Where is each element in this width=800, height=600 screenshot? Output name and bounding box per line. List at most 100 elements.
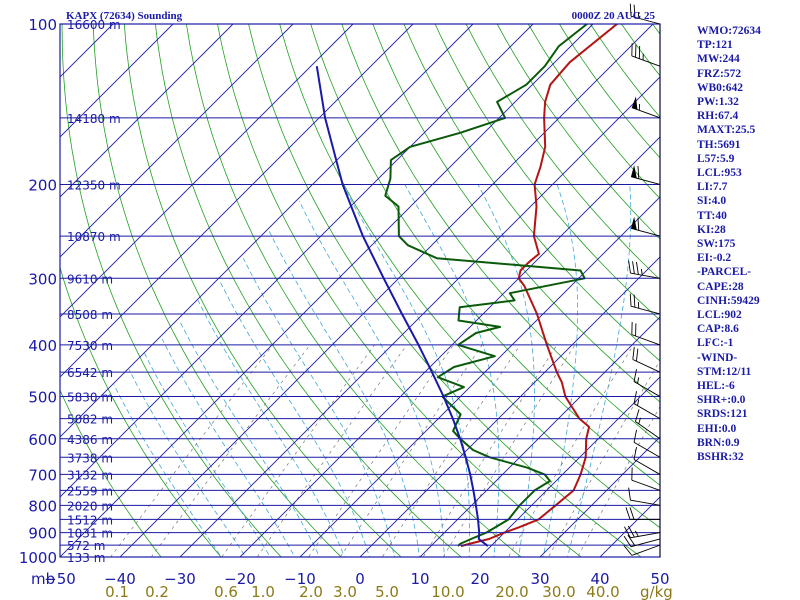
pressure-tick-label: 1000 (19, 549, 57, 567)
wind-barb-staff (632, 359, 661, 373)
wind-barb-staff (630, 272, 661, 279)
wind-barb-full (625, 507, 631, 520)
mixing-ratio-line (150, 344, 311, 557)
isotherm (60, 24, 234, 198)
mixing-ratio-line (339, 344, 483, 557)
temperature-tick-label: −50 (44, 570, 76, 588)
temperature-trace (460, 24, 618, 548)
temperature-tick-label: 10 (410, 570, 429, 588)
moist-adiabat (197, 300, 345, 557)
pressure-tick-label: 600 (28, 431, 57, 449)
mixing-ratio-line (442, 344, 576, 557)
height-label: 133 m (67, 551, 105, 565)
mixing-ratio-label: 5.0 (375, 583, 399, 600)
mixing-ratio-label: 0.1 (105, 583, 129, 600)
index-row: CAPE:28 (697, 280, 744, 293)
height-label: 9610 m (67, 272, 113, 286)
isotherm (179, 76, 660, 557)
mixing-ratio-label: 0.2 (145, 583, 169, 600)
dry-adiabat (496, 24, 660, 240)
wind-barb-full (629, 3, 632, 17)
isotherm (359, 256, 660, 557)
index-row: LCL:953 (697, 167, 742, 180)
wind-barb (631, 43, 661, 67)
pressure-unit-label: mb (31, 570, 55, 588)
height-label: 12350 m (67, 178, 121, 192)
index-row: BRN:0.9 (697, 436, 740, 449)
wind-barb-staff (633, 459, 661, 475)
wind-barb-full (627, 525, 635, 538)
temperature-tick-label: 30 (530, 570, 549, 588)
plot-area (60, 24, 660, 557)
pressure-tick-label: 500 (28, 389, 57, 407)
pressure-tick-label: 300 (28, 270, 57, 288)
dry-adiabat (279, 24, 660, 529)
index-row: LCL:902 (697, 309, 742, 322)
mixing-ratio-label: 10.0 (431, 583, 464, 600)
wind-barb-full (627, 534, 636, 546)
moist-adiabat (219, 281, 370, 557)
wind-barb-flag (631, 216, 637, 230)
isotherm (60, 24, 174, 138)
mixing-ratio-line (422, 344, 558, 557)
temperature-tick-label: −10 (284, 570, 316, 588)
dry-adiabat (403, 24, 660, 362)
height-label: 572 m (67, 539, 105, 553)
wind-barb-full (628, 260, 631, 274)
index-row: CINH:59429 (697, 294, 760, 307)
wind-barb-half (638, 417, 641, 424)
wind-barb (632, 346, 661, 373)
wind-barb (631, 467, 661, 491)
dry-adiabat (186, 24, 522, 557)
plot-frame (59, 23, 661, 558)
isotherm (60, 24, 534, 498)
height-label: 16600 m (67, 18, 121, 32)
pressure-tick-label: 400 (28, 337, 57, 355)
index-row: SW:175 (697, 238, 736, 251)
isotherm (60, 24, 594, 557)
mixing-ratio-label: 20.0 (495, 583, 528, 600)
index-row: STM:12/11 (697, 365, 752, 378)
dry-adiabat (310, 24, 660, 486)
index-row: BSHR:32 (697, 451, 744, 464)
wind-barb (628, 260, 661, 279)
height-label: 8508 m (67, 308, 113, 322)
wind-barb-staff (631, 544, 661, 556)
wind-barb-staff (631, 479, 661, 491)
wind-barb-staff (633, 441, 661, 458)
index-row: -WIND- (697, 351, 738, 364)
indices-panel: WMO:72634 TP:121 MW:244 FRZ:572 WB0:642 PW:1.… (697, 24, 761, 464)
index-row: CAP:8.6 (697, 323, 739, 336)
dry-adiabat (61, 24, 282, 557)
wind-barb-staff (631, 55, 661, 67)
wind-barb-half (640, 268, 643, 276)
dry-adiabat (155, 24, 462, 557)
dry-adiabat (341, 24, 660, 444)
index-row: RH:67.4 (697, 110, 739, 123)
isotherm (479, 376, 660, 557)
index-row: EI:-0.2 (697, 252, 732, 265)
index-row: PW:1.32 (697, 96, 739, 109)
isotherm (60, 24, 414, 378)
dry-adiabat (217, 24, 582, 557)
wind-barb (625, 507, 660, 520)
mixing-ratio-line (381, 344, 521, 557)
temperature-tick-label: −40 (104, 570, 136, 588)
wind-barb-flag (631, 96, 638, 110)
temperature-tick-label: 20 (470, 570, 489, 588)
wind-barb-full (633, 429, 637, 443)
dry-adiabat (465, 24, 660, 281)
height-label: 1512 m (67, 513, 113, 527)
isotherm (239, 136, 660, 557)
pressure-tick-label: 100 (28, 16, 57, 34)
dry-adiabat (123, 24, 402, 557)
wind-barb-half (634, 530, 639, 537)
mixing-ratio-line (110, 344, 273, 557)
moist-adiabat (477, 184, 535, 557)
wind-barb (631, 321, 661, 346)
temperature-tick-label: 0 (355, 570, 365, 588)
wind-barb (629, 293, 661, 315)
pressure-tick-label: 200 (28, 176, 57, 194)
